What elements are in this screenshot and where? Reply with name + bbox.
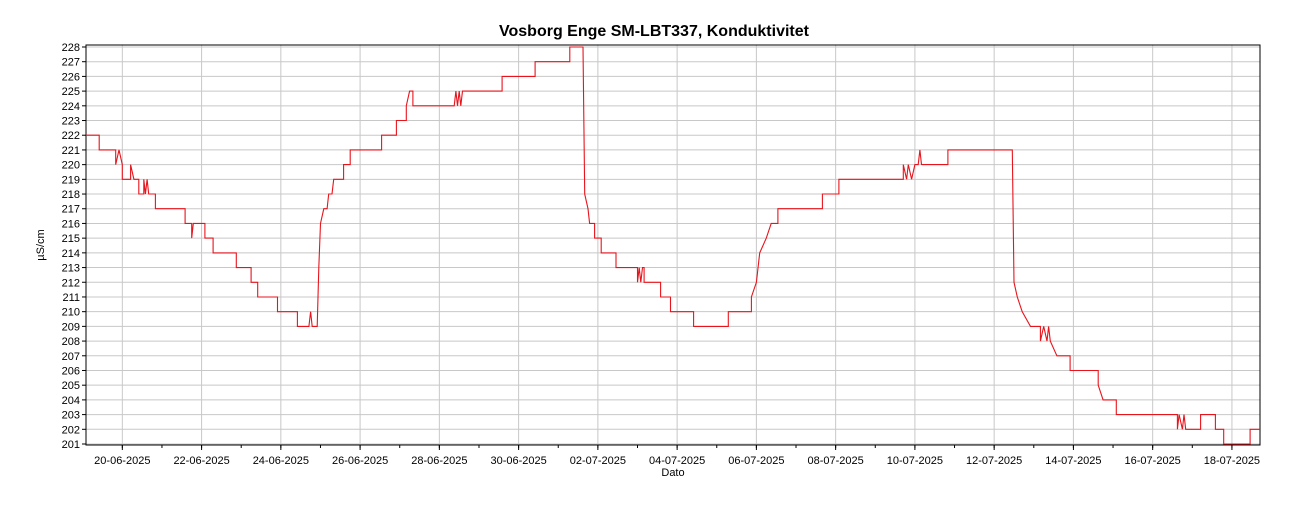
y-tick-label: 218	[62, 189, 80, 201]
y-tick-label: 216	[62, 218, 80, 230]
y-tick-label: 222	[62, 130, 80, 142]
y-tick-label: 209	[62, 321, 80, 333]
y-tick-label: 205	[62, 380, 80, 392]
x-tick-label: 06-07-2025	[728, 455, 784, 467]
x-tick-label: 18-07-2025	[1204, 455, 1260, 467]
y-tick-label: 224	[62, 101, 80, 113]
y-tick-label: 208	[62, 336, 80, 348]
x-tick-label: 22-06-2025	[173, 455, 229, 467]
x-axis-label: Dato	[661, 467, 684, 479]
y-tick-label: 228	[62, 42, 80, 54]
y-axis: 201 202 203 204 205 206 207 208 209 210 211 212 213 2…	[62, 42, 86, 451]
x-tick-label: 12-07-2025	[966, 455, 1022, 467]
y-tick-label: 204	[62, 395, 80, 407]
y-tick-label: 201	[62, 439, 80, 451]
grid	[86, 45, 1260, 445]
x-tick-label: 28-06-2025	[411, 455, 467, 467]
x-tick-label: 14-07-2025	[1045, 455, 1101, 467]
y-axis-label: µS/cm	[35, 229, 47, 260]
y-tick-label: 206	[62, 365, 80, 377]
y-tick-label: 220	[62, 160, 80, 172]
y-tick-label: 225	[62, 86, 80, 98]
x-tick-label: 04-07-2025	[649, 455, 705, 467]
y-tick-label: 215	[62, 233, 80, 245]
x-tick-label: 16-07-2025	[1125, 455, 1181, 467]
chart-title: Vosborg Enge SM-LBT337, Konduktivitet	[499, 23, 810, 40]
y-tick-label: 221	[62, 145, 80, 157]
x-tick-label: 20-06-2025	[94, 455, 150, 467]
series-line	[86, 46, 1260, 445]
y-tick-label: 217	[62, 204, 80, 216]
y-tick-label: 226	[62, 71, 80, 83]
y-tick-label: 207	[62, 351, 80, 363]
x-tick-label: 30-06-2025	[490, 455, 546, 467]
y-tick-label: 203	[62, 410, 80, 422]
x-axis: 20-06-2025 22-06-2025 24-06-2025 26-06-2025…	[94, 445, 1260, 467]
y-tick-label: 223	[62, 116, 80, 128]
y-tick-label: 214	[62, 248, 80, 260]
y-tick-label: 210	[62, 307, 80, 319]
series-layer	[86, 46, 1260, 445]
y-tick-label: 212	[62, 277, 80, 289]
x-tick-label: 24-06-2025	[253, 455, 309, 467]
y-tick-label: 211	[62, 292, 80, 304]
x-tick-label: 02-07-2025	[570, 455, 626, 467]
x-tick-label: 26-06-2025	[332, 455, 388, 467]
y-tick-label: 227	[62, 57, 80, 69]
x-tick-label: 10-07-2025	[887, 455, 943, 467]
y-tick-label: 219	[62, 174, 80, 186]
x-tick-label: 08-07-2025	[808, 455, 864, 467]
plot-frame	[85, 44, 1261, 446]
y-tick-label: 213	[62, 263, 80, 275]
y-tick-label: 202	[62, 424, 80, 436]
